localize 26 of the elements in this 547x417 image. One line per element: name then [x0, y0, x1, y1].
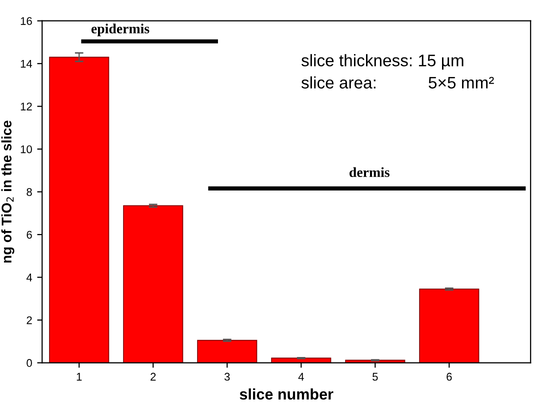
annotation: 5×5 mm²	[428, 76, 494, 89]
y-tick-label: 16	[20, 17, 32, 25]
y-tick-label: 6	[26, 230, 32, 239]
y-axis-title: ng of TiO$_{2}$ in the slice	[1, 120, 14, 263]
y-tick-label: 14	[20, 60, 32, 68]
y-tick-label: 10	[20, 145, 32, 154]
x-axis-title: slice number	[240, 388, 334, 400]
y-tick-label: 0	[26, 359, 32, 367]
y-tick-label: 12	[20, 102, 32, 110]
bar	[197, 340, 258, 363]
annotation: epidermis	[91, 24, 150, 36]
y-tick-label: 8	[26, 188, 32, 196]
x-tick-label: 1	[76, 372, 82, 381]
annotation: slice thickness: 15 µm	[301, 54, 464, 70]
bar	[123, 205, 184, 363]
bar	[419, 288, 480, 363]
annotation: slice area:	[301, 76, 376, 89]
x-tick-label: 5	[372, 372, 378, 381]
bar	[49, 56, 110, 363]
x-tick-label: 2	[150, 372, 156, 381]
annotation: dermis	[350, 167, 390, 178]
y-tick-label: 2	[26, 316, 32, 324]
x-tick-label: 3	[224, 372, 230, 381]
x-tick-label: 6	[446, 372, 452, 381]
y-tick-label: 4	[26, 274, 32, 282]
x-tick-label: 4	[298, 372, 304, 381]
